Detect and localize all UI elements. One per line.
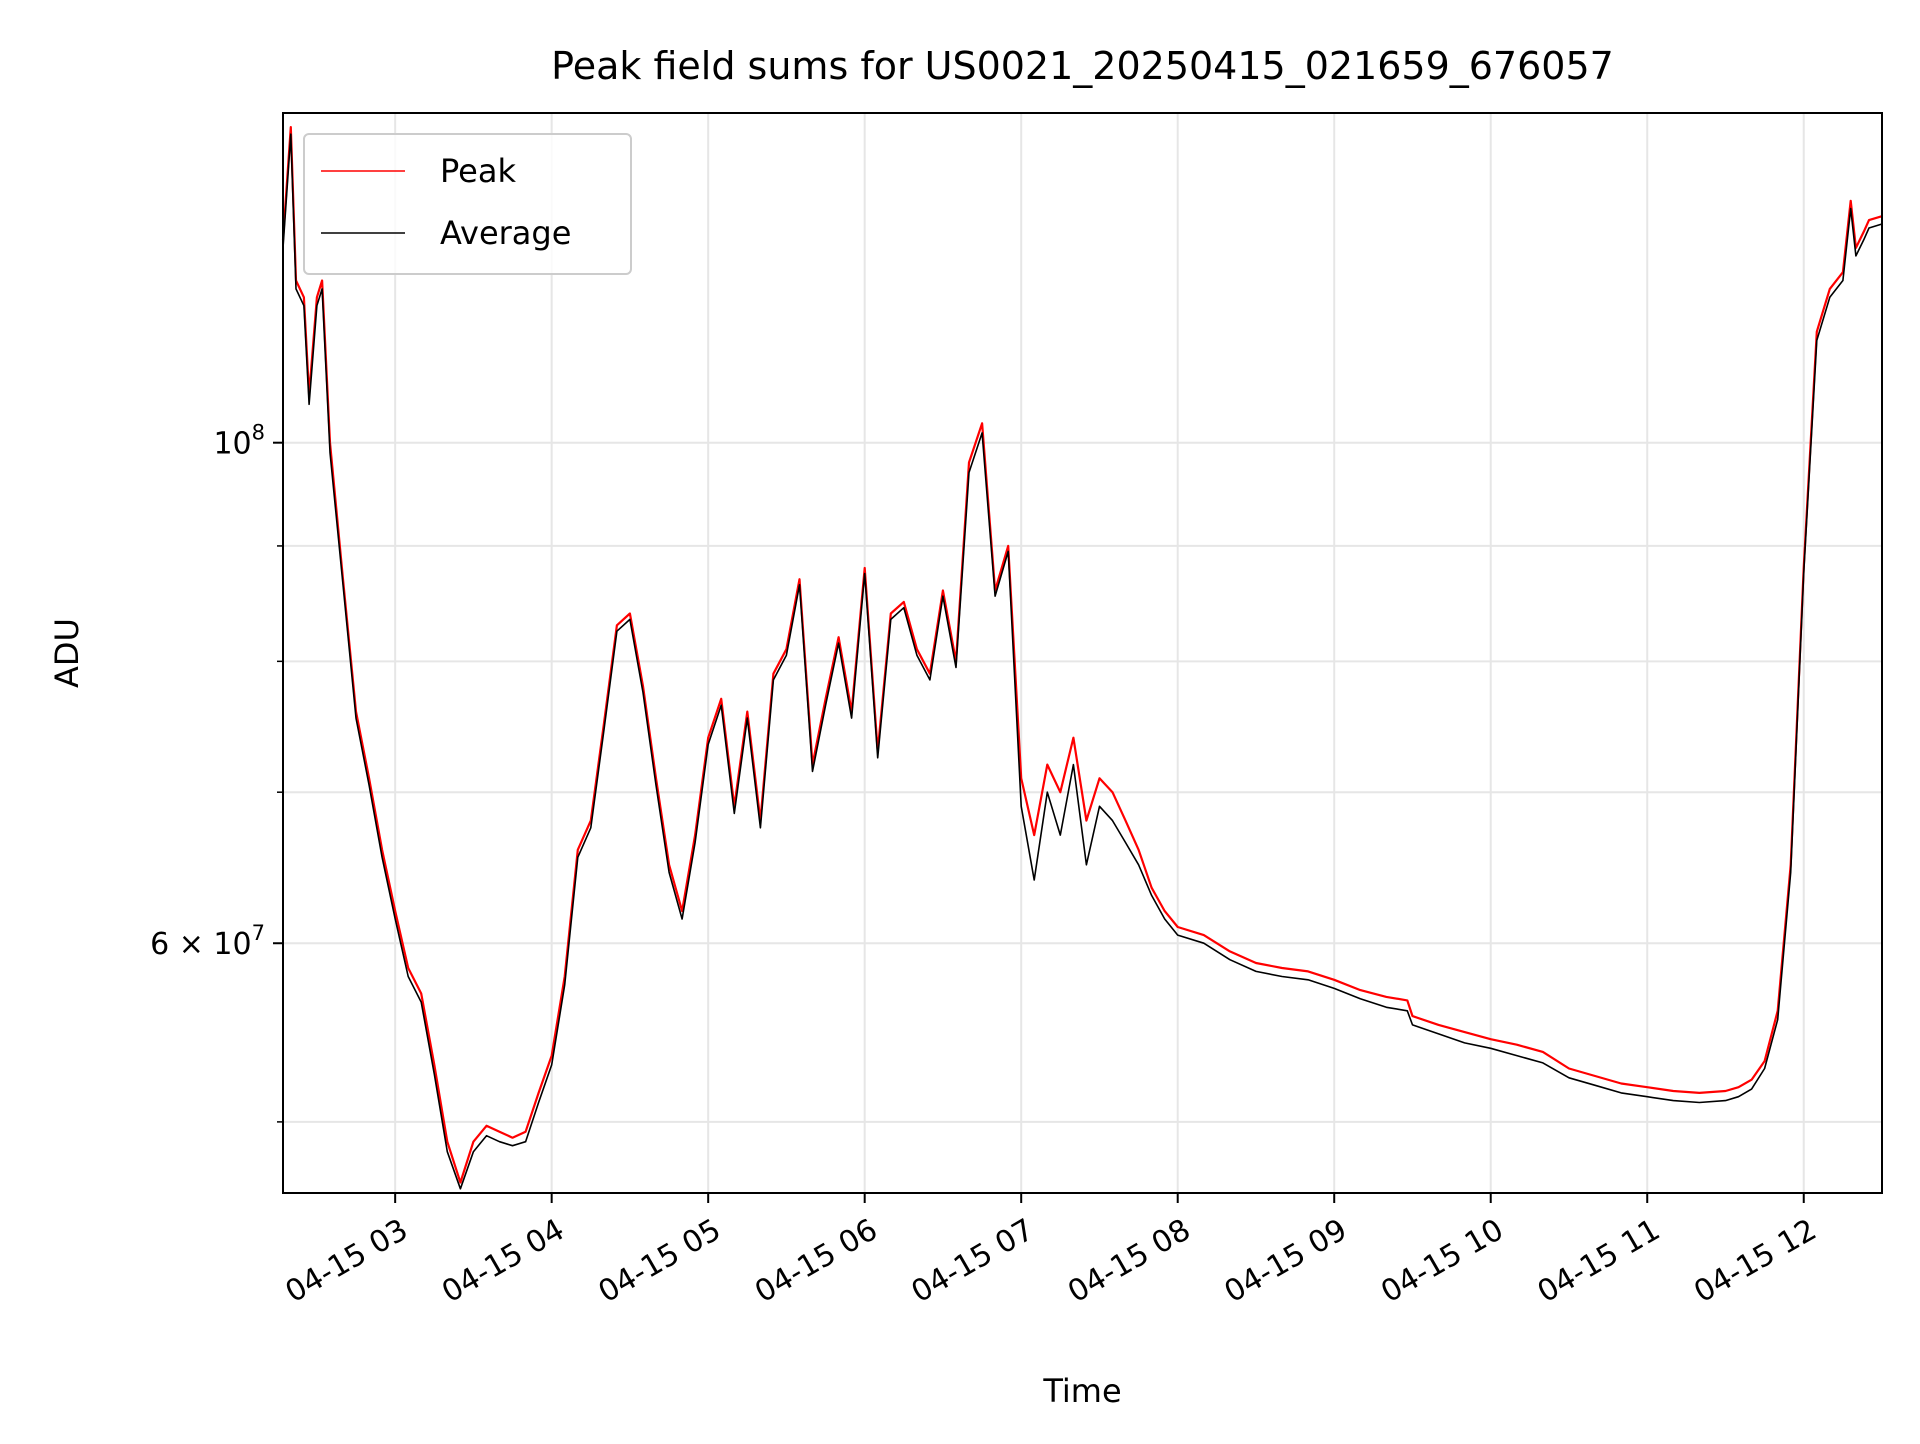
series-line-average — [282, 133, 1883, 1190]
y-tick-label: 6 × 107 — [150, 921, 265, 962]
y-tick-label: 108 — [213, 421, 265, 462]
x-axis-label: Time — [1042, 1372, 1121, 1410]
series-line-peak — [281, 125, 1883, 1184]
legend-label-average: Average — [440, 214, 571, 252]
chart-title: Peak field sums for US0021_20250415_0216… — [551, 44, 1614, 88]
y-axis-label: ADU — [48, 618, 86, 688]
legend-label-peak: Peak — [440, 152, 516, 190]
legend-box — [303, 133, 632, 275]
legend: Peak Average — [303, 133, 632, 275]
plot-frame — [282, 112, 1883, 1194]
series-lines — [281, 125, 1883, 1190]
